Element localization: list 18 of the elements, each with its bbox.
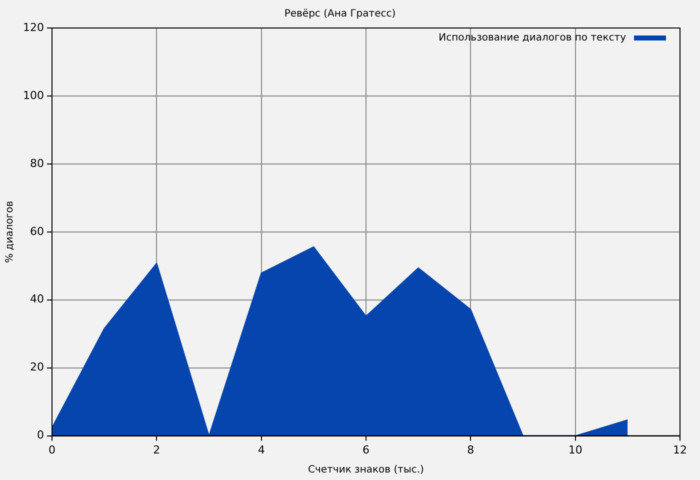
y-tick-label: 80 [30,156,44,170]
x-tick-label: 2 [153,443,160,456]
y-axis-title: % диалогов [4,200,16,263]
x-tick-label: 6 [362,443,370,456]
chart-title: Ревёрс (Ана Гратесс) [284,8,396,20]
x-tick-label: 4 [258,443,265,456]
y-tick-label: 120 [22,20,44,34]
x-tick-label: 12 [673,443,687,456]
x-axis-title: Счетчик знаков (тыс.) [308,464,424,476]
y-tick-label: 60 [30,224,44,238]
x-tick-label: 8 [467,443,474,456]
y-tick-label: 0 [36,428,44,442]
x-tick-label: 10 [568,443,582,456]
x-tick-label: 0 [48,443,56,456]
y-tick-label: 20 [30,360,44,374]
legend-label: Использование диалогов по тексту [438,32,626,44]
y-tick-label: 40 [30,292,44,306]
y-tick-label: 100 [22,88,44,102]
